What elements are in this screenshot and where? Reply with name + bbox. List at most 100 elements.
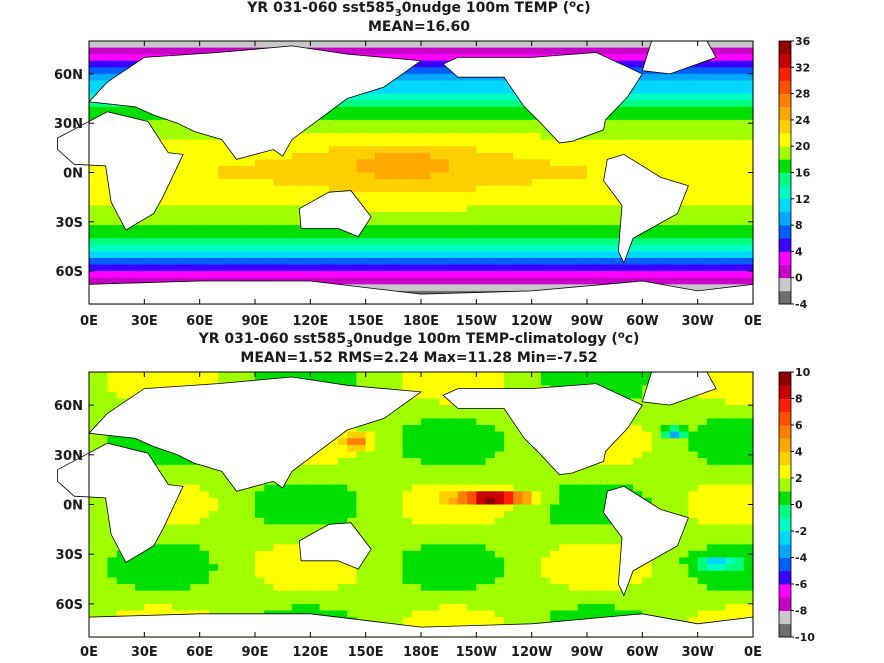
- heatmap-cell: [107, 603, 118, 612]
- heatmap-cell: [706, 192, 717, 200]
- heatmap-cell: [430, 405, 440, 413]
- heatmap-cell: [697, 172, 708, 180]
- heatmap-cell: [402, 271, 413, 279]
- heatmap-cell: [356, 478, 367, 486]
- heatmap-cell: [513, 584, 523, 592]
- heatmap-cell: [365, 119, 376, 128]
- heatmap-cell: [679, 205, 689, 213]
- heatmap-cell: [374, 584, 385, 592]
- heatmap-cell: [457, 100, 468, 108]
- heatmap-cell: [476, 570, 487, 578]
- heatmap-cell: [743, 41, 754, 49]
- heatmap-cell: [623, 126, 634, 134]
- heatmap-cell: [642, 238, 653, 246]
- heatmap-cell: [605, 47, 616, 55]
- heatmap-cell: [328, 504, 339, 512]
- heatmap-cell: [365, 139, 376, 147]
- heatmap-cell: [328, 564, 339, 572]
- heatmap-cell: [633, 146, 643, 154]
- heatmap-cell: [98, 405, 108, 413]
- heatmap-cell: [181, 511, 191, 519]
- heatmap-cell: [125, 271, 136, 279]
- heatmap-cell: [384, 225, 394, 233]
- heatmap-cell: [107, 590, 118, 598]
- heatmap-cell: [98, 597, 108, 605]
- heatmap-cell: [98, 603, 108, 612]
- heatmap-cell: [172, 126, 182, 134]
- heatmap-cell: [633, 100, 643, 108]
- heatmap-cell: [494, 584, 505, 592]
- heatmap-cell: [439, 172, 450, 180]
- heatmap-cell: [697, 152, 708, 160]
- heatmap-cell: [421, 458, 431, 466]
- heatmap-cell: [273, 570, 284, 578]
- colorbar-swatch: [779, 198, 791, 213]
- heatmap-cell: [227, 159, 238, 167]
- heatmap-cell: [255, 504, 265, 512]
- heatmap-cell: [227, 218, 238, 226]
- heatmap-cell: [411, 372, 422, 380]
- heatmap-cell: [181, 179, 191, 187]
- heatmap-cell: [411, 478, 422, 486]
- heatmap-cell: [328, 464, 339, 472]
- heatmap-cell: [421, 385, 431, 393]
- heatmap-cell: [504, 378, 514, 386]
- heatmap-cell: [89, 398, 99, 406]
- heatmap-cell: [374, 444, 385, 453]
- heatmap-cell: [411, 425, 422, 433]
- heatmap-cell: [421, 146, 431, 154]
- heatmap-cell: [568, 198, 579, 206]
- heatmap-cell: [89, 277, 99, 285]
- heatmap-cell: [310, 484, 321, 492]
- heatmap-cell: [531, 133, 542, 141]
- heatmap-cell: [485, 80, 496, 88]
- heatmap-cell: [734, 277, 745, 285]
- heatmap-cell: [181, 133, 191, 141]
- heatmap-cell: [273, 577, 284, 585]
- heatmap-cell: [504, 106, 514, 114]
- heatmap-cell: [476, 47, 487, 55]
- heatmap-cell: [660, 126, 671, 134]
- heatmap-cell: [411, 418, 422, 426]
- heatmap-cell: [642, 159, 653, 167]
- heatmap-cell: [338, 378, 348, 386]
- heatmap-cell: [236, 225, 247, 233]
- heatmap-cell: [504, 133, 514, 141]
- heatmap-cell: [393, 550, 404, 559]
- heatmap-cell: [153, 231, 164, 239]
- heatmap-cell: [89, 564, 99, 572]
- heatmap-cell: [485, 284, 496, 292]
- heatmap-cell: [374, 617, 385, 625]
- heatmap-cell: [218, 491, 228, 499]
- heatmap-cell: [550, 271, 560, 279]
- heatmap-cell: [153, 212, 164, 220]
- heatmap-cell: [162, 464, 173, 472]
- heatmap-cell: [227, 537, 238, 545]
- heatmap-cell: [384, 610, 394, 618]
- heatmap-cell: [282, 244, 293, 252]
- heatmap-cell: [531, 511, 542, 519]
- heatmap-cell: [522, 550, 533, 559]
- heatmap-cell: [421, 271, 431, 279]
- heatmap-cell: [697, 238, 708, 246]
- heatmap-cell: [587, 258, 597, 266]
- heatmap-cell: [319, 41, 330, 49]
- heatmap-cell: [218, 165, 228, 174]
- heatmap-cell: [670, 271, 680, 279]
- heatmap-cell: [162, 550, 173, 559]
- heatmap-cell: [199, 517, 210, 525]
- heatmap-cell: [430, 385, 440, 393]
- heatmap-cell: [98, 372, 108, 380]
- heatmap-cell: [448, 603, 459, 612]
- heatmap-cell: [98, 584, 108, 592]
- heatmap-cell: [485, 564, 496, 572]
- heatmap-cell: [494, 411, 505, 419]
- heatmap-cell: [365, 172, 376, 180]
- heatmap-cell: [411, 133, 422, 141]
- heatmap-cell: [227, 590, 238, 598]
- heatmap-cell: [651, 165, 662, 174]
- heatmap-cell: [236, 238, 247, 246]
- heatmap-cell: [153, 264, 164, 272]
- heatmap-cell: [402, 264, 413, 272]
- heatmap-cell: [531, 491, 542, 499]
